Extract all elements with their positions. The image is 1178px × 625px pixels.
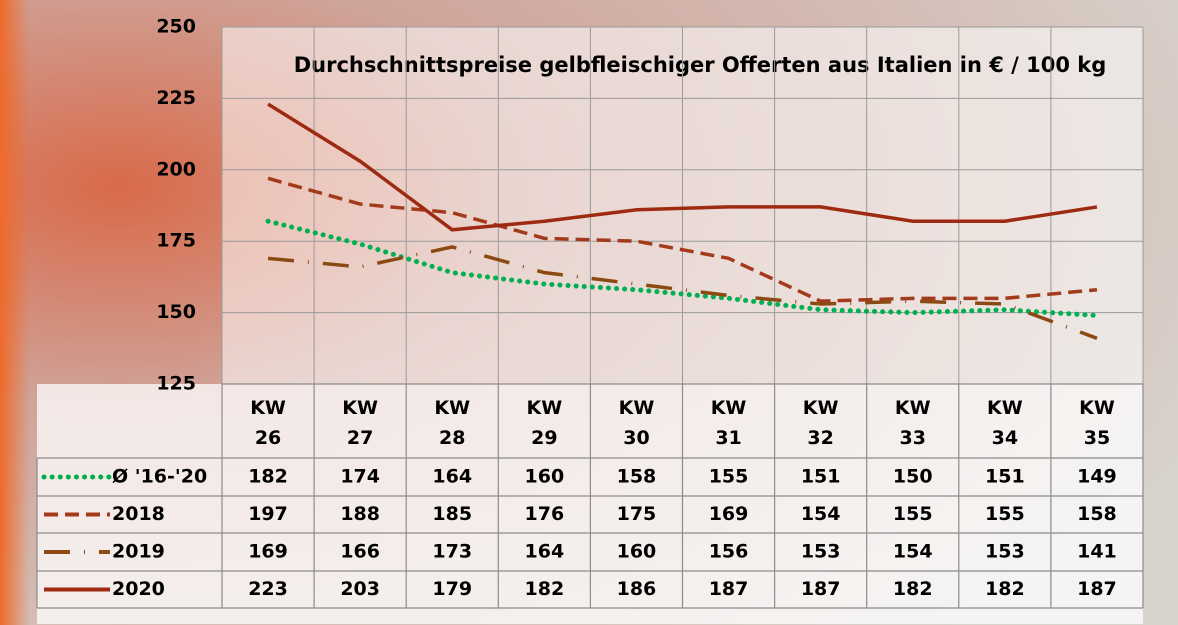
table-value: 182 [525, 578, 565, 600]
y-tick-label: 125 [156, 373, 196, 395]
x-tick-label: KW 26 [250, 397, 286, 449]
table-value: 155 [893, 503, 933, 525]
table-value: 154 [801, 503, 841, 525]
table-value: 155 [985, 503, 1025, 525]
table-value: 154 [893, 541, 933, 563]
series-line [267, 176, 1098, 303]
y-tick-label: 250 [156, 16, 196, 38]
table-value: 158 [617, 466, 657, 488]
x-tick-label: KW 31 [711, 397, 747, 449]
table-value: 187 [709, 578, 749, 600]
x-tick-label: KW 32 [803, 397, 839, 449]
y-tick-label: 200 [156, 158, 196, 180]
table-value: 203 [340, 578, 380, 600]
table-value: 164 [525, 541, 565, 563]
x-tick-label: KW 30 [619, 397, 655, 449]
chart-title: Durchschnittspreise gelbfleischiger Offe… [294, 53, 1107, 77]
y-tick-label: 150 [156, 301, 196, 323]
x-tick-label: KW 27 [342, 397, 378, 449]
x-tick-label: KW 33 [895, 397, 931, 449]
table-value: 164 [432, 466, 472, 488]
series-line [267, 102, 1098, 232]
table-value: 151 [801, 466, 841, 488]
table-value: 175 [617, 503, 657, 525]
legend-label: 2018 [112, 503, 165, 525]
table-value: 150 [893, 466, 933, 488]
table-value: 182 [985, 578, 1025, 600]
table-value: 169 [709, 503, 749, 525]
table-value: 185 [432, 503, 472, 525]
table-value: 173 [432, 541, 472, 563]
table-value: 141 [1077, 541, 1117, 563]
y-tick-label: 225 [156, 87, 196, 109]
table-value: 182 [893, 578, 933, 600]
table-value: 176 [525, 503, 565, 525]
legend-label: 2020 [112, 578, 165, 600]
legend-label: Ø '16-'20 [112, 466, 207, 488]
table-value: 155 [709, 466, 749, 488]
table-value: 188 [340, 503, 380, 525]
table-value: 166 [340, 541, 380, 563]
table-value: 160 [617, 541, 657, 563]
table-value: 149 [1077, 466, 1117, 488]
table-value: 153 [985, 541, 1025, 563]
background-edge [0, 0, 30, 625]
table-value: 186 [617, 578, 657, 600]
table-value: 151 [985, 466, 1025, 488]
table-value: 179 [432, 578, 472, 600]
table-value: 156 [709, 541, 749, 563]
series-line [265, 218, 1100, 318]
x-tick-label: KW 35 [1079, 397, 1115, 449]
x-tick-label: KW 28 [434, 397, 470, 449]
table-value: 182 [248, 466, 288, 488]
table-value: 169 [248, 541, 288, 563]
table-value: 158 [1077, 503, 1117, 525]
x-tick-label: KW 34 [987, 397, 1023, 449]
table-value: 187 [801, 578, 841, 600]
table-value: 223 [248, 578, 288, 600]
y-tick-label: 175 [156, 230, 196, 252]
x-tick-label: KW 29 [527, 397, 563, 449]
table-value: 174 [340, 466, 380, 488]
legend-label: 2019 [112, 541, 165, 563]
table-value: 187 [1077, 578, 1117, 600]
table-value: 197 [248, 503, 288, 525]
table-value: 160 [525, 466, 565, 488]
table-value: 153 [801, 541, 841, 563]
